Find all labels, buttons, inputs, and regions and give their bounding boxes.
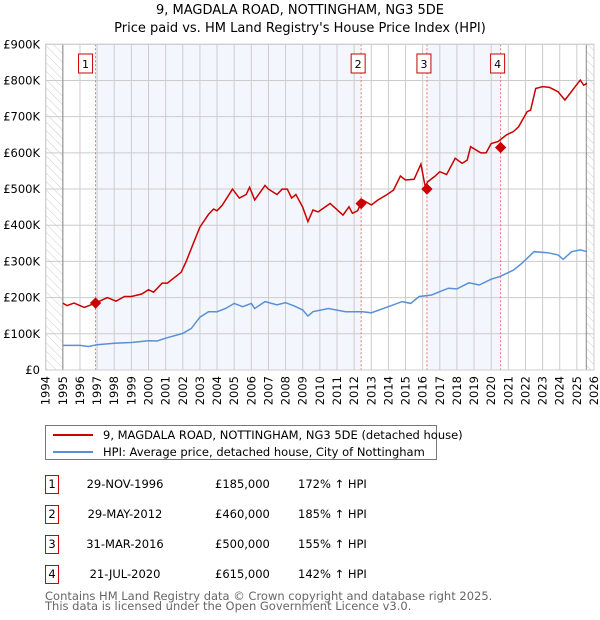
x-tick-label: 2004 bbox=[210, 376, 224, 405]
shaded-period bbox=[95, 44, 362, 371]
property-price-line bbox=[62, 78, 588, 309]
sale-number: 3 bbox=[45, 535, 59, 554]
x-tick-label: 2001 bbox=[159, 376, 173, 405]
shaded-period bbox=[426, 44, 501, 371]
x-tick-label: 1996 bbox=[73, 376, 87, 405]
sale-point bbox=[421, 183, 433, 195]
y-tick-label: £500K bbox=[3, 182, 40, 196]
legend: 9, MAGDALA ROAD, NOTTINGHAM, NG3 5DE (de… bbox=[45, 425, 463, 460]
x-tick-label: 2018 bbox=[450, 376, 464, 405]
sale-hpi-change: 172% ↑ HPI bbox=[298, 477, 367, 491]
x-tick-label: 2005 bbox=[227, 376, 241, 405]
footer-copyright: Contains HM Land Registry data © Crown c… bbox=[45, 589, 493, 603]
footer-licence: This data is licensed under the Open Gov… bbox=[45, 599, 412, 613]
sale-label-box bbox=[416, 53, 432, 74]
y-tick-label: £800K bbox=[3, 73, 40, 87]
sale-label-number: 2 bbox=[355, 58, 362, 71]
x-tick-label: 2011 bbox=[330, 376, 344, 405]
sale-number: 2 bbox=[45, 505, 59, 524]
x-tick-label: 2012 bbox=[347, 376, 361, 405]
sale-number: 4 bbox=[45, 565, 59, 584]
x-tick-label: 2017 bbox=[433, 376, 447, 405]
y-tick-label: £700K bbox=[3, 110, 40, 124]
chart-subtitle: Price paid vs. HM Land Registry's House … bbox=[114, 21, 486, 36]
sale-date: 29-NOV-1996 bbox=[86, 477, 164, 491]
chart-title: 9, MAGDALA ROAD, NOTTINGHAM, NG3 5DE bbox=[155, 3, 445, 18]
hpi-line bbox=[62, 249, 588, 348]
plot-frame bbox=[45, 43, 595, 371]
x-tick-label: 2022 bbox=[518, 376, 532, 405]
sale-price: £185,000 bbox=[215, 477, 270, 491]
x-tick-label: 2025 bbox=[570, 376, 584, 405]
x-tick-label: 2023 bbox=[536, 376, 550, 405]
legend-label-property: 9, MAGDALA ROAD, NOTTINGHAM, NG3 5DE (de… bbox=[103, 428, 463, 442]
sale-price: £615,000 bbox=[215, 567, 270, 581]
y-tick-label: £600K bbox=[3, 146, 40, 160]
sale-label-number: 3 bbox=[420, 58, 427, 71]
price-chart: 1994 1995 1996 1997 1998 1999 2000 2001 2002 2003… bbox=[3, 37, 600, 405]
x-tick-label: 2015 bbox=[399, 376, 413, 405]
y-tick-label: £100K bbox=[3, 327, 40, 341]
legend-label-hpi: HPI: Average price, detached house, City… bbox=[103, 445, 425, 459]
y-tick-label: £200K bbox=[3, 291, 40, 305]
sale-label-box bbox=[78, 53, 94, 74]
x-tick-label: 2008 bbox=[279, 376, 293, 405]
sale-hpi-change: 185% ↑ HPI bbox=[298, 507, 367, 521]
x-tick-label: 2007 bbox=[261, 376, 275, 405]
x-tick-label: 1994 bbox=[39, 376, 53, 405]
legend-line-property bbox=[53, 434, 93, 436]
sale-date: 29-MAY-2012 bbox=[87, 507, 163, 521]
x-tick-label: 2010 bbox=[313, 376, 327, 405]
sale-label-box bbox=[490, 53, 506, 74]
x-tick-label: 2026 bbox=[587, 376, 600, 405]
y-tick-label: £300K bbox=[3, 254, 40, 268]
x-tick-label: 1997 bbox=[90, 376, 104, 405]
sale-label-box bbox=[350, 53, 366, 74]
x-tick-label: 2006 bbox=[244, 376, 258, 405]
x-tick-label: 1995 bbox=[56, 376, 70, 405]
sale-hpi-change: 155% ↑ HPI bbox=[298, 537, 367, 551]
x-tick-label: 2009 bbox=[296, 376, 310, 405]
sale-hpi-change: 142% ↑ HPI bbox=[298, 567, 367, 581]
x-tick-label: 2020 bbox=[484, 376, 498, 405]
sale-price: £460,000 bbox=[215, 507, 270, 521]
sale-point bbox=[355, 197, 367, 210]
sale-price: £500,000 bbox=[215, 537, 270, 551]
y-tick-label: £0 bbox=[25, 363, 40, 377]
sale-date: 31-MAR-2016 bbox=[86, 537, 164, 551]
x-tick-label: 2016 bbox=[416, 376, 430, 405]
sale-point bbox=[494, 141, 507, 154]
no-data-hatch bbox=[45, 44, 63, 371]
sale-number: 1 bbox=[45, 475, 59, 494]
sale-date: 21-JUL-2020 bbox=[89, 567, 161, 581]
x-tick-label: 2002 bbox=[176, 376, 190, 405]
x-tick-label: 2000 bbox=[142, 376, 156, 405]
x-tick-label: 2024 bbox=[553, 376, 567, 405]
no-data-hatch bbox=[586, 44, 594, 371]
x-tick-label: 2014 bbox=[381, 376, 395, 405]
y-tick-label: £400K bbox=[3, 218, 40, 232]
legend-line-hpi bbox=[53, 451, 93, 453]
sale-label-number: 4 bbox=[494, 58, 501, 71]
x-tick-label: 1999 bbox=[124, 376, 138, 405]
x-tick-label: 1998 bbox=[107, 376, 121, 405]
x-tick-label: 2019 bbox=[467, 376, 481, 405]
y-tick-label: £900K bbox=[3, 37, 40, 51]
x-tick-label: 2003 bbox=[193, 376, 207, 405]
x-tick-label: 2013 bbox=[364, 376, 378, 405]
x-tick-label: 2021 bbox=[501, 376, 515, 405]
sale-label-number: 1 bbox=[82, 58, 89, 71]
